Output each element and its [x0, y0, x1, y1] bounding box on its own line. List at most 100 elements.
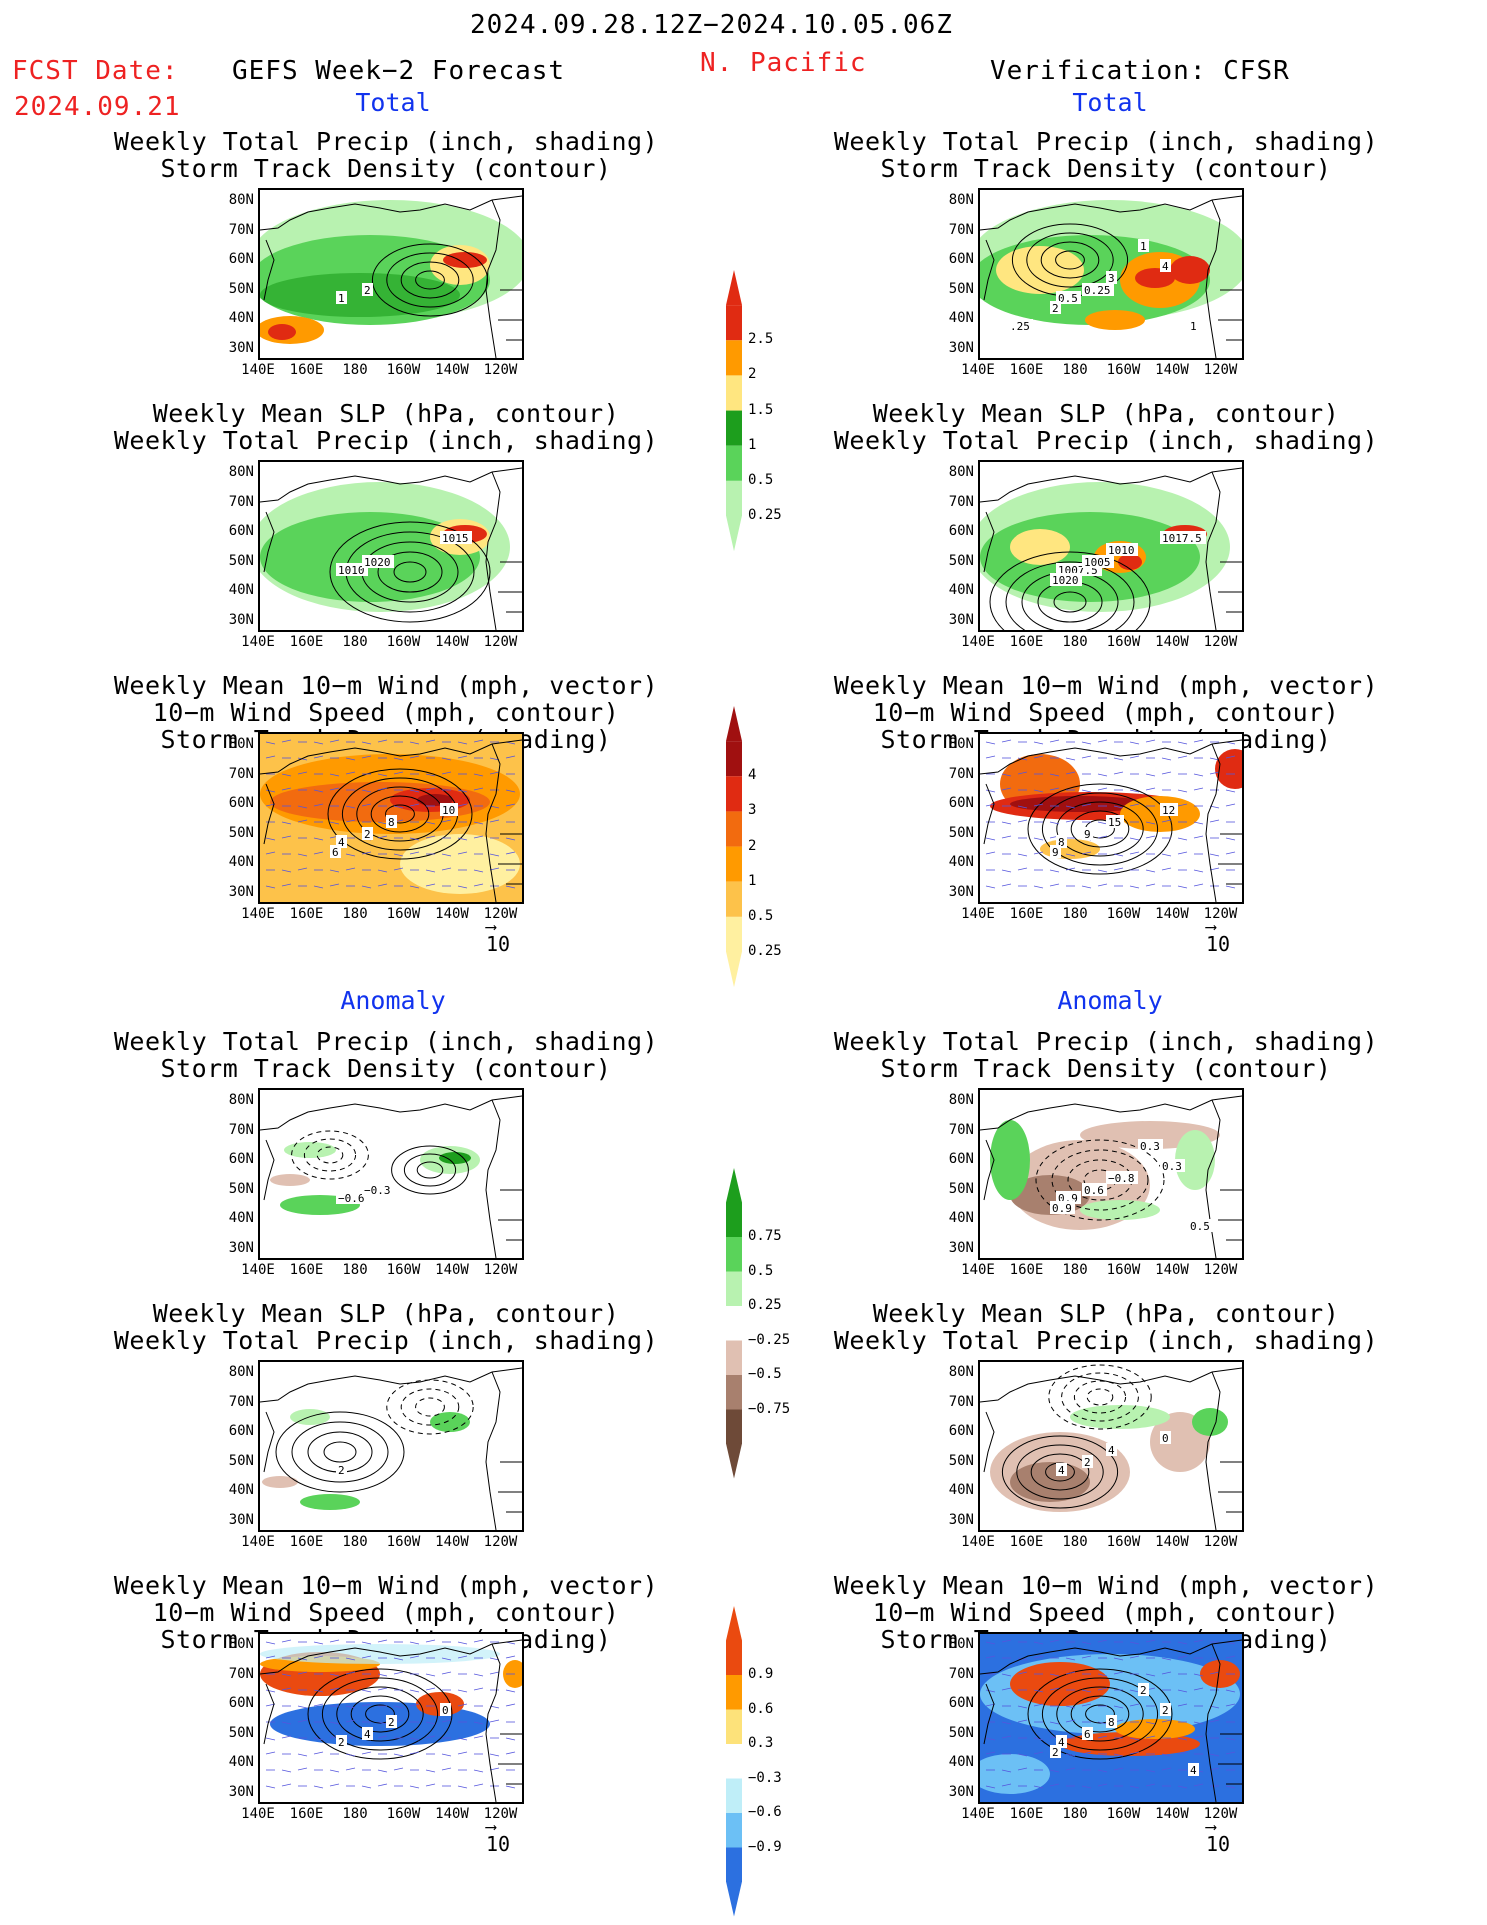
contour-label: 4: [1162, 260, 1169, 273]
lat-label: 80N: [948, 1364, 974, 1380]
lon-label: 180: [342, 362, 368, 378]
lon-label: 160W: [1106, 1262, 1141, 1278]
colorbar-label: 2: [748, 837, 757, 854]
colorbar-segment: [726, 305, 742, 341]
coastline: [260, 467, 522, 630]
colorbar-label: 4: [748, 767, 757, 784]
lon-label: 180: [1062, 1262, 1088, 1278]
panel-title-r4: Weekly Total Precip (inch, shading) Storm…: [833, 1027, 1379, 1083]
lat-label: 50N: [948, 1180, 974, 1197]
colorbar-label: 0.75: [748, 1228, 782, 1244]
lat-label: 80N: [228, 736, 254, 752]
colorbar-label: 0.25: [748, 507, 782, 523]
lat-label: 30N: [948, 1783, 974, 1800]
lon-label: 160W: [1106, 1534, 1141, 1550]
colorbar-segment: [726, 1375, 742, 1410]
contour-label: 12: [1162, 804, 1175, 817]
lat-label: 70N: [948, 1393, 974, 1410]
lon-label: 160E: [1009, 1262, 1044, 1278]
lon-label: 180: [342, 634, 368, 650]
contour-label: 3: [1108, 272, 1115, 285]
panel-title-l4: Weekly Total Precip (inch, shading) Storm…: [113, 1027, 659, 1083]
lon-label: 160E: [289, 1806, 324, 1822]
lat-label: 80N: [948, 464, 974, 480]
contour-label: 2: [364, 828, 371, 841]
coastline: [980, 1367, 1242, 1530]
colorbar-label: −0.3: [748, 1769, 782, 1786]
colorbar-segment: [726, 1847, 742, 1882]
lat-label: 40N: [948, 310, 974, 326]
panel-title-r1: Weekly Total Precip (inch, shading) Storm…: [833, 127, 1379, 183]
model-title: GEFS Week−2 Forecast: [232, 56, 566, 86]
panel-title-r5: Weekly Mean SLP (hPa, contour) Weekly Tot…: [833, 1299, 1379, 1355]
panel-title-l5: Weekly Mean SLP (hPa, contour) Weekly Tot…: [113, 1299, 659, 1355]
lon-label: 140W: [1155, 1806, 1189, 1822]
lat-label: 40N: [228, 310, 254, 326]
lat-label: 30N: [948, 339, 974, 356]
colorbar-total_precip: [726, 270, 742, 552]
lat-label: 40N: [228, 582, 254, 598]
lon-label: 140E: [961, 1806, 995, 1822]
lon-label: 160E: [1009, 1806, 1044, 1822]
lon-label: 120W: [1203, 906, 1238, 922]
lon-label: 140W: [1155, 1262, 1189, 1278]
colorbar-label: 1.5: [748, 401, 774, 418]
contour-label: 2: [338, 1464, 345, 1477]
lon-label: 180: [1062, 362, 1088, 378]
lat-label: 30N: [228, 1511, 254, 1528]
lon-label: 160E: [1009, 634, 1044, 650]
lat-label: 60N: [228, 1695, 254, 1711]
lon-label: 160W: [1106, 634, 1141, 650]
colorbar-segment: [726, 480, 742, 516]
map-panel-r1: 0.5 0.25 4 3 2 1 1 .25: [978, 188, 1244, 360]
lat-label: 50N: [228, 280, 254, 297]
lat-label: 50N: [948, 824, 974, 841]
lat-label: 70N: [228, 493, 254, 510]
colorbar-segment: [726, 776, 742, 812]
lat-label: 60N: [228, 795, 254, 811]
lon-label: 140W: [435, 1534, 469, 1550]
coastline: [260, 1367, 522, 1530]
contour-label: 1020: [364, 556, 391, 569]
lat-label: 30N: [228, 883, 254, 900]
lon-label: 140E: [241, 906, 275, 922]
contour-label: 0: [1162, 1432, 1169, 1445]
reference-vector-label: 10: [486, 932, 511, 956]
lat-label: 40N: [228, 854, 254, 870]
contour-label: 0.3: [1140, 1140, 1160, 1153]
contour-label: −0.3: [364, 1184, 391, 1197]
lat-label: 30N: [948, 1511, 974, 1528]
contour-label: 0.9: [1052, 1202, 1072, 1215]
contour-label: 1015: [442, 532, 469, 545]
lon-label: 140E: [241, 1534, 275, 1550]
lon-label: 180: [342, 1262, 368, 1278]
lat-label: 60N: [948, 523, 974, 539]
lat-label: 30N: [228, 1783, 254, 1800]
map-panel-l3: 4 2 10 8 6: [258, 732, 524, 904]
colorbar-segment: [726, 340, 742, 376]
lon-label: 160E: [1009, 362, 1044, 378]
region-title: N. Pacific: [700, 48, 867, 78]
lat-label: 40N: [948, 1210, 974, 1226]
lat-label: 40N: [228, 1754, 254, 1770]
lat-label: 70N: [228, 1393, 254, 1410]
lon-label: 160E: [289, 634, 324, 650]
lon-label: 140E: [241, 1806, 275, 1822]
lat-label: 50N: [948, 1724, 974, 1741]
colorbar-label: −0.25: [748, 1331, 791, 1348]
colorbar-segment: [726, 1306, 742, 1341]
colorbar-label: 0.25: [748, 943, 782, 959]
colorbar-label: −0.75: [748, 1400, 791, 1417]
lon-label: 160E: [1009, 906, 1044, 922]
date-range-title: 2024.09.28.12Z−2024.10.05.06Z: [470, 10, 953, 40]
contour-label: 2: [1162, 1704, 1169, 1717]
lon-label: 160W: [386, 1806, 421, 1822]
lat-label: 50N: [228, 552, 254, 569]
lon-label: 160W: [386, 906, 421, 922]
fcst-date-value: 2024.09.21: [14, 92, 181, 122]
verification-title: Verification: CFSR: [990, 56, 1290, 86]
wind-vectors: [985, 1639, 1236, 1789]
lon-label: 160W: [1106, 1806, 1141, 1822]
colorbar-label: −0.5: [748, 1366, 782, 1382]
